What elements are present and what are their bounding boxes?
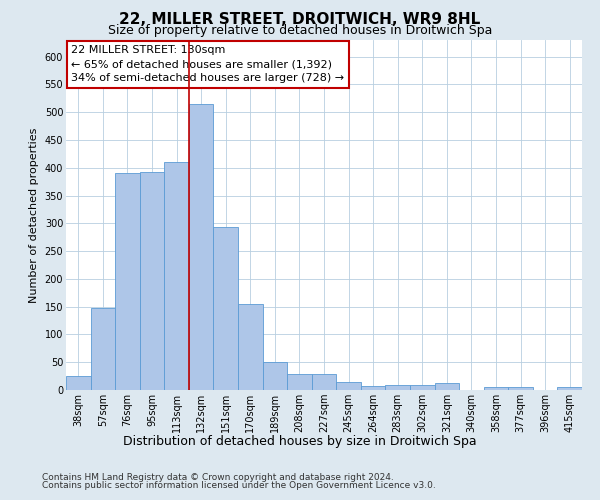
Bar — [312, 374, 336, 390]
Bar — [484, 387, 508, 390]
Text: 22 MILLER STREET: 130sqm
← 65% of detached houses are smaller (1,392)
34% of sem: 22 MILLER STREET: 130sqm ← 65% of detach… — [71, 46, 344, 84]
Bar — [557, 387, 582, 390]
Bar — [434, 384, 459, 390]
Bar — [410, 385, 434, 390]
Bar — [66, 376, 91, 390]
Bar — [91, 308, 115, 390]
Bar — [263, 362, 287, 390]
Text: Contains public sector information licensed under the Open Government Licence v3: Contains public sector information licen… — [42, 481, 436, 490]
Bar — [361, 386, 385, 390]
Bar — [336, 382, 361, 390]
Text: 22, MILLER STREET, DROITWICH, WR9 8HL: 22, MILLER STREET, DROITWICH, WR9 8HL — [119, 12, 481, 28]
Bar — [238, 304, 263, 390]
Bar — [287, 374, 312, 390]
Bar — [508, 387, 533, 390]
Text: Distribution of detached houses by size in Droitwich Spa: Distribution of detached houses by size … — [123, 435, 477, 448]
Y-axis label: Number of detached properties: Number of detached properties — [29, 128, 39, 302]
Bar — [140, 172, 164, 390]
Bar — [189, 104, 214, 390]
Text: Size of property relative to detached houses in Droitwich Spa: Size of property relative to detached ho… — [108, 24, 492, 37]
Bar — [385, 385, 410, 390]
Bar — [214, 227, 238, 390]
Bar — [164, 162, 189, 390]
Text: Contains HM Land Registry data © Crown copyright and database right 2024.: Contains HM Land Registry data © Crown c… — [42, 472, 394, 482]
Bar — [115, 174, 140, 390]
